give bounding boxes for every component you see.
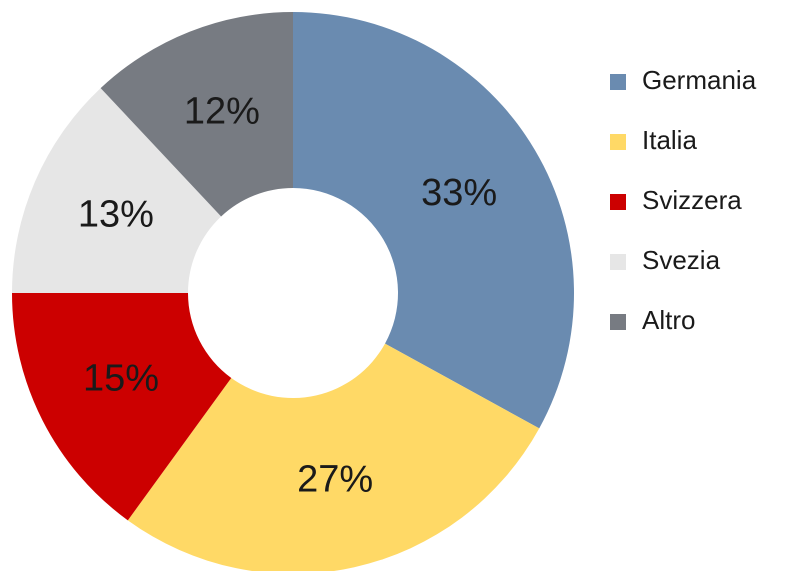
donut-slice [100, 12, 293, 217]
legend-label: Germania [642, 65, 757, 95]
donut-slice [127, 343, 540, 571]
data-label: 33% [421, 172, 497, 214]
data-label: 13% [78, 193, 154, 235]
legend-swatch [610, 254, 626, 270]
legend-label: Svizzera [642, 185, 742, 215]
legend-swatch [610, 74, 626, 90]
legend-swatch [610, 314, 626, 330]
donut-slice [293, 12, 575, 429]
legend-label: Italia [642, 125, 697, 155]
data-label: 27% [297, 458, 373, 500]
legend-swatch [610, 134, 626, 150]
donut-slice [12, 293, 232, 521]
legend-swatch [610, 194, 626, 210]
donut-slice [12, 88, 222, 293]
legend-label: Altro [642, 305, 695, 335]
data-label: 12% [184, 91, 260, 133]
data-label: 15% [83, 358, 159, 400]
legend-label: Svezia [642, 245, 721, 275]
